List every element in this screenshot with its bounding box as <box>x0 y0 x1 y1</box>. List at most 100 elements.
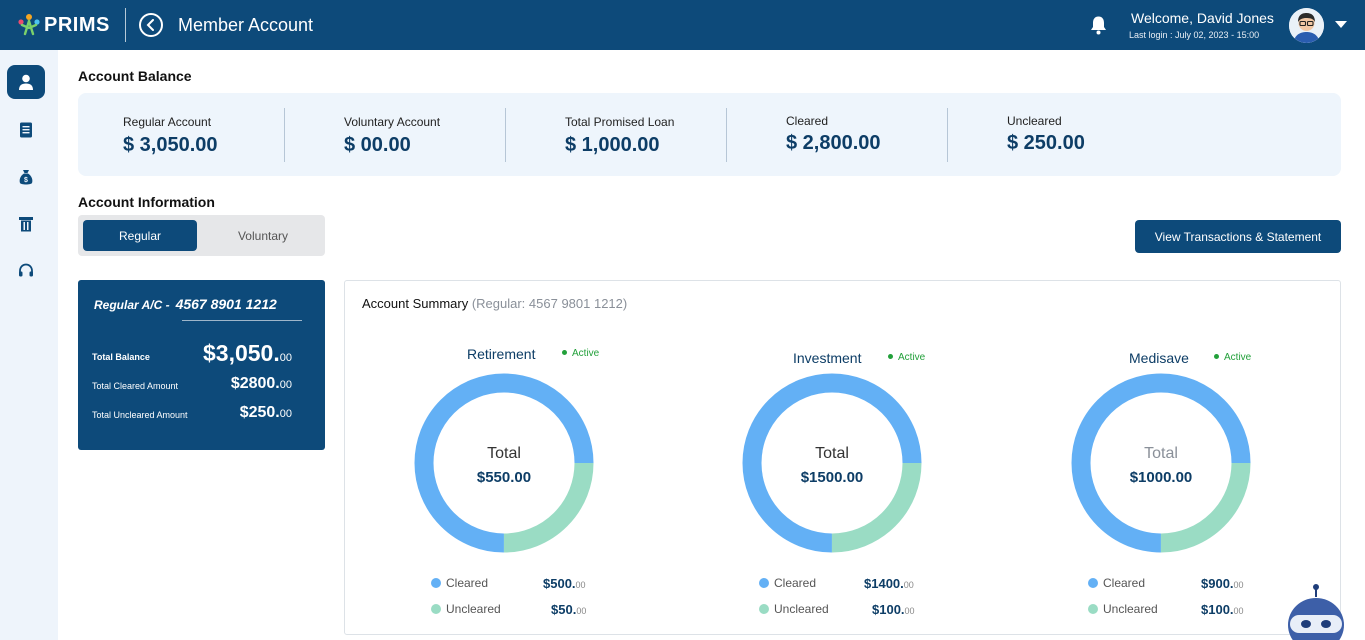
status-dot-icon <box>888 353 893 359</box>
balance-label-regular: Regular Account <box>123 115 212 129</box>
back-button[interactable] <box>139 13 163 37</box>
welcome-text: Welcome, David Jones <box>1131 10 1274 26</box>
total-cleared-value: $2800.00 <box>230 375 292 392</box>
balance-label-voluntary: Voluntary Account <box>344 115 441 129</box>
bell-icon[interactable] <box>1089 15 1108 35</box>
top-bar: PRIMS Member Account Welcome, David Jone… <box>0 0 1365 50</box>
donut-total-label: Total <box>815 445 849 462</box>
balance-value-voluntary: $ 00.00 <box>344 134 411 156</box>
account-summary-subtitle: (Regular: 4567 9801 1212) <box>471 296 628 311</box>
account-summary-panel: Account Summary (Regular: 4567 9801 1212… <box>344 280 1341 635</box>
donut-uncleared-arc <box>414 373 594 553</box>
user-icon <box>19 74 33 90</box>
balance-value-uncleared: $ 250.00 <box>1007 132 1085 154</box>
avatar[interactable] <box>1289 8 1324 43</box>
account-information-title: Account Information <box>78 194 215 210</box>
legend-uncleared-label: Uncleared <box>446 602 501 616</box>
sidebar-item-documents[interactable] <box>7 113 45 147</box>
sidebar-item-account[interactable] <box>7 65 45 99</box>
donut-total-value: $550.00 <box>476 469 532 486</box>
total-balance-label: Total Balance <box>92 352 150 362</box>
last-login-text: Last login : July 02, 2023 - 15:00 <box>1129 30 1260 40</box>
legend-cleared-label: Cleared <box>774 576 817 590</box>
sidebar: $ <box>0 50 58 640</box>
balance-label-loan: Total Promised Loan <box>565 115 675 129</box>
legend-cleared-dot <box>1088 578 1098 588</box>
donut-title: Retirement <box>467 346 536 362</box>
status-badge: Active <box>1214 352 1251 363</box>
account-card-title: Regular A/C - 4567 8901 1212 <box>94 296 277 312</box>
legend-cleared-value: $900.00 <box>1201 576 1244 591</box>
legend-uncleared-label: Uncleared <box>774 602 829 616</box>
sidebar-item-support[interactable] <box>7 254 45 288</box>
balance-separator <box>726 108 727 162</box>
avatar-icon <box>1289 8 1324 43</box>
donut-chart[interactable] <box>742 373 922 553</box>
money-bag-icon: $ <box>19 170 33 185</box>
legend-uncleared-value: $100.00 <box>1201 602 1244 617</box>
balance-separator <box>947 108 948 162</box>
legend-cleared-label: Cleared <box>1103 576 1146 590</box>
donut-medisave: Medisave Active Total $1000.00 Cleared $… <box>1002 281 1302 636</box>
header-divider <box>125 8 126 42</box>
donut-retirement: Retirement Active Total $550.00 Cleared … <box>345 281 645 636</box>
donut-total-label: Total <box>1144 445 1178 462</box>
legend-uncleared-dot <box>1088 604 1098 614</box>
tab-regular[interactable]: Regular <box>83 220 197 251</box>
status-dot-icon <box>562 349 567 355</box>
account-summary-title: Account Summary (Regular: 4567 9801 1212… <box>362 296 628 311</box>
total-uncleared-value: $250.00 <box>239 404 292 421</box>
status-badge: Active <box>888 352 925 363</box>
balance-label-uncleared: Uncleared <box>1007 114 1062 128</box>
page-title: Member Account <box>178 15 314 35</box>
sidebar-item-institution[interactable] <box>7 207 45 241</box>
balance-value-cleared: $ 2,800.00 <box>786 132 881 154</box>
tab-voluntary[interactable]: Voluntary <box>237 228 289 243</box>
account-card: Regular A/C - 4567 8901 1212 Total Balanc… <box>78 280 325 450</box>
document-icon <box>20 122 32 138</box>
donut-total-label: Total <box>487 445 521 462</box>
legend-uncleared-value: $100.00 <box>872 602 915 617</box>
donut-investment: Investment Active Total $1500.00 Cleared… <box>673 281 973 636</box>
legend-uncleared-dot <box>759 604 769 614</box>
account-type-toggle: Regular Voluntary <box>78 215 325 256</box>
account-card-underline <box>182 320 302 321</box>
prims-logo[interactable]: PRIMS <box>16 12 110 38</box>
account-prefix: Regular A/C - <box>94 298 170 312</box>
balance-label-cleared: Cleared <box>786 114 829 128</box>
chatbot-icon[interactable] <box>1284 583 1344 640</box>
balance-value-loan: $ 1,000.00 <box>565 134 660 156</box>
building-icon <box>19 217 33 232</box>
balance-value-regular: $ 3,050.00 <box>123 134 218 156</box>
donut-title: Medisave <box>1129 350 1189 366</box>
donut-uncleared-arc <box>1071 373 1251 553</box>
sidebar-item-loans[interactable]: $ <box>7 160 45 194</box>
status-badge: Active <box>562 348 599 359</box>
legend-uncleared-label: Uncleared <box>1103 602 1158 616</box>
legend-cleared-value: $1400.00 <box>864 576 914 591</box>
total-cleared-label: Total Cleared Amount <box>92 381 179 391</box>
logo-text: PRIMS <box>44 13 110 36</box>
donut-chart[interactable] <box>414 373 594 553</box>
headset-icon <box>19 263 33 277</box>
chevron-left-icon <box>146 19 154 31</box>
legend-cleared-label: Cleared <box>446 576 489 590</box>
balance-separator <box>505 108 506 162</box>
total-uncleared-label: Total Uncleared Amount <box>92 410 188 420</box>
view-transactions-button[interactable]: View Transactions & Statement <box>1135 220 1341 253</box>
donut-uncleared-arc <box>742 373 922 553</box>
legend-uncleared-dot <box>431 604 441 614</box>
total-balance-value: $3,050.00 <box>203 340 292 366</box>
logo-icon <box>18 14 40 36</box>
donut-chart[interactable] <box>1071 373 1251 553</box>
balance-panel: Regular Account $ 3,050.00 Voluntary Acc… <box>78 93 1341 176</box>
donut-total-value: $1000.00 <box>1129 469 1193 486</box>
donut-title: Investment <box>793 350 862 366</box>
donut-total-value: $1500.00 <box>800 469 864 486</box>
balance-separator <box>284 108 285 162</box>
legend-cleared-value: $500.00 <box>543 576 586 591</box>
status-dot-icon <box>1214 353 1219 359</box>
user-menu-caret[interactable] <box>1335 21 1347 28</box>
legend-cleared-dot <box>431 578 441 588</box>
legend-uncleared-value: $50.00 <box>551 602 587 617</box>
